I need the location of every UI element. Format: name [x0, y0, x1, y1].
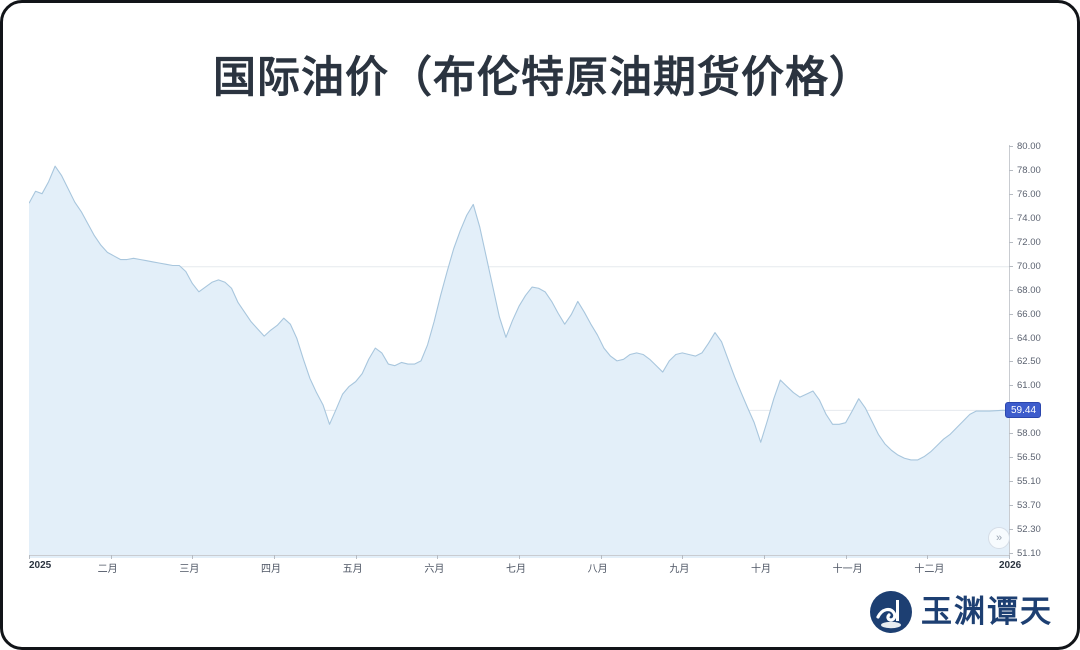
y-tick-label: 68.00: [1017, 284, 1041, 296]
y-tick-label: 66.00: [1017, 308, 1041, 320]
x-tick-label: 九月: [669, 564, 690, 575]
watermark-text: 玉渊谭天: [921, 593, 1053, 630]
x-tick-label: 五月: [342, 564, 363, 575]
y-tick-mark: [1009, 313, 1013, 315]
x-tick-label: 四月: [261, 564, 281, 575]
x-tick-mark: [1009, 555, 1010, 559]
x-tick-mark: [845, 555, 847, 559]
x-tick-mark: [600, 555, 602, 559]
wave-swirl-logo-icon: [870, 591, 912, 633]
area-chart-svg: [29, 165, 1009, 558]
y-tick-label: 80.00: [1017, 141, 1041, 152]
x-tick-mark: [355, 555, 357, 559]
y-tick-mark: [1009, 361, 1013, 363]
y-tick-mark: [1009, 217, 1013, 219]
y-tick-mark: [1009, 433, 1013, 435]
y-tick-label: 56.50: [1017, 452, 1041, 464]
y-tick-mark: [1009, 146, 1013, 147]
y-tick-mark: [1009, 169, 1013, 171]
x-tick-mark: [437, 555, 439, 559]
x-tick-label: 七月: [506, 564, 526, 575]
x-tick-mark: [519, 555, 520, 559]
y-tick-label: 70.00: [1017, 260, 1041, 272]
x-tick-mark: [274, 555, 275, 559]
y-tick-label: 61.00: [1017, 380, 1041, 392]
x-tick-label: 六月: [424, 564, 445, 575]
y-tick-mark: [1009, 241, 1013, 243]
y-tick-label: 58.00: [1017, 428, 1041, 440]
chart-plot-area[interactable]: [29, 143, 1009, 558]
expand-chart-button[interactable]: »: [988, 527, 1010, 549]
y-tick-mark: [1009, 481, 1013, 483]
y-tick-label: 78.00: [1017, 164, 1041, 176]
y-axis: 80.00 78.00 76.00 74.00 72.00 70.00 68.00 66.00…: [1009, 141, 1077, 561]
x-tick-label: 2026: [999, 560, 1022, 571]
page-title: 国际油价（布伦特原油期货价格）: [213, 53, 873, 103]
x-tick-mark: [110, 555, 112, 559]
y-tick-label: 53.70: [1017, 500, 1041, 512]
y-tick-mark: [1009, 385, 1013, 387]
x-axis: 2025 二月 三月 四月 五月 六月 七月 八月 九月 十月 十一月 十二月 2026: [29, 555, 1021, 577]
x-tick-mark: [764, 555, 765, 559]
y-tick-label: 52.30: [1017, 524, 1041, 536]
y-tick-label: 55.10: [1017, 476, 1041, 488]
y-tick-label: 64.00: [1017, 332, 1041, 344]
x-tick-label: 2025: [29, 560, 52, 571]
area-series-fill: [29, 166, 1009, 558]
x-tick-mark: [927, 555, 929, 559]
x-tick-mark: [192, 555, 194, 559]
watermark-logo: 玉渊谭天: [869, 589, 1053, 635]
y-tick-mark: [1009, 457, 1013, 459]
y-axis-line: [1009, 145, 1010, 557]
x-tick-mark: [682, 555, 684, 559]
y-tick-label: 51.10: [1017, 548, 1041, 559]
y-tick-label: 62.50: [1017, 356, 1041, 368]
current-price-badge: 59.44: [1005, 402, 1042, 419]
x-tick-label: 十二月: [914, 564, 945, 575]
x-tick-label: 三月: [179, 564, 200, 575]
x-tick-mark: [29, 555, 30, 559]
y-tick-label: 74.00: [1017, 212, 1041, 224]
y-tick-label: 76.00: [1017, 188, 1041, 200]
x-tick-label: 十一月: [832, 564, 863, 575]
y-tick-mark: [1009, 505, 1013, 507]
y-tick-mark: [1009, 265, 1013, 267]
y-tick-label: 72.00: [1017, 236, 1041, 248]
y-tick-mark: [1009, 337, 1013, 339]
x-tick-label: 十月: [751, 564, 771, 575]
area-series-line: [29, 165, 1009, 461]
y-tick-mark: [1009, 553, 1013, 554]
x-tick-label: 二月: [97, 564, 118, 575]
x-tick-label: 八月: [587, 564, 608, 575]
y-tick-mark: [1009, 529, 1013, 531]
y-tick-mark: [1009, 289, 1013, 291]
y-tick-mark: [1009, 193, 1013, 195]
